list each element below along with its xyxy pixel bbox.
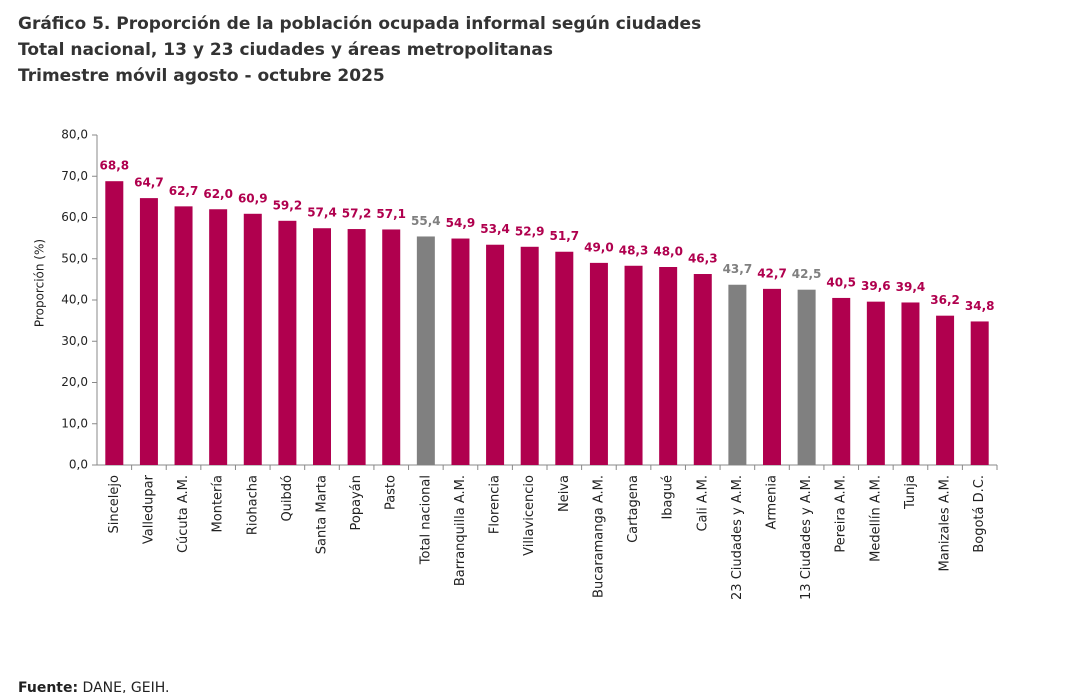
x-tick-label: Valledupar [141, 474, 156, 544]
bar [589, 262, 608, 465]
bar [797, 289, 816, 465]
source-label: Fuente: [18, 680, 78, 693]
value-label: 46,3 [688, 252, 718, 266]
chart-subtitle: Total nacional, 13 y 23 ciudades y áreas… [18, 40, 553, 60]
x-tick-label: Neiva [557, 475, 572, 512]
value-label: 60,9 [238, 191, 268, 205]
value-label: 48,3 [619, 243, 649, 257]
bar [278, 220, 297, 465]
x-tick-label: Montería [211, 475, 226, 532]
x-tick-label: Armenia [765, 475, 780, 530]
x-tick-label: Sincelejo [107, 475, 122, 533]
value-label: 51,7 [550, 229, 580, 243]
y-tick-label: 60,0 [61, 210, 88, 224]
x-tick-label: Popayán [349, 475, 364, 530]
value-label: 52,9 [515, 224, 545, 238]
bar [832, 297, 851, 465]
x-tick-label: Pasto [384, 475, 399, 510]
value-label: 54,9 [446, 216, 476, 230]
value-label: 53,4 [480, 222, 510, 236]
bar [105, 181, 124, 465]
bar [347, 229, 366, 465]
value-label: 57,1 [376, 207, 406, 221]
bar [866, 301, 885, 465]
y-tick-label: 40,0 [61, 293, 88, 307]
y-tick-label: 30,0 [61, 334, 88, 348]
x-tick-label: Cúcuta A.M. [176, 475, 191, 553]
bar [451, 238, 470, 465]
x-tick-label: Villavicencio [522, 475, 537, 556]
source: Fuente: DANE, GEIH. [18, 680, 169, 693]
bar [174, 206, 193, 466]
value-label: 62,7 [169, 184, 199, 198]
y-tick-label: 20,0 [61, 375, 88, 389]
value-label: 55,4 [411, 214, 441, 228]
value-label: 34,8 [965, 299, 995, 313]
value-label: 43,7 [723, 262, 753, 276]
bar [139, 198, 158, 466]
y-tick-label: 0,0 [69, 458, 88, 472]
chart-subtitle: Trimestre móvil agosto - octubre 2025 [18, 66, 385, 86]
bar [970, 321, 989, 465]
y-axis-label: Proporción (%) [33, 239, 47, 327]
source-text: DANE, GEIH. [83, 680, 170, 693]
y-tick-label: 70,0 [61, 169, 88, 183]
x-tick-label: Santa Marta [315, 475, 330, 554]
bar [728, 284, 747, 465]
y-tick-label: 10,0 [61, 416, 88, 430]
x-tick-label: Total nacional [418, 475, 433, 565]
value-label: 49,0 [584, 240, 614, 254]
x-tick-label: Medellín A.M. [868, 475, 883, 562]
x-tick-label: Quibdó [280, 475, 295, 522]
value-label: 57,2 [342, 207, 372, 221]
value-label: 40,5 [826, 275, 856, 289]
bar [763, 288, 781, 465]
value-label: 57,4 [307, 206, 337, 220]
x-tick-label: 23 Ciudades y A.M. [730, 475, 745, 600]
y-tick-label: 80,0 [61, 128, 88, 142]
bar [243, 213, 262, 465]
value-label: 39,6 [861, 279, 891, 293]
value-label: 39,4 [896, 280, 926, 294]
value-label: 36,2 [930, 293, 960, 307]
value-label: 68,8 [100, 159, 130, 173]
x-tick-label: Florencia [488, 475, 503, 534]
bar [382, 229, 401, 465]
y-tick-label: 50,0 [61, 251, 88, 265]
value-label: 42,7 [757, 266, 787, 280]
chart-title: Gráfico 5. Proporción de la población oc… [18, 14, 701, 34]
x-tick-label: Barranquilla A.M. [453, 475, 468, 586]
x-tick-label: Manizales A.M. [938, 475, 953, 571]
bar [520, 246, 539, 465]
bar [936, 315, 955, 465]
bar [693, 274, 712, 465]
value-label: 62,0 [203, 187, 233, 201]
x-tick-label: Bucaramanga A.M. [591, 475, 606, 598]
x-tick-label: Cartagena [626, 475, 641, 543]
value-label: 48,0 [653, 245, 683, 259]
bar [659, 267, 678, 465]
bar [486, 244, 505, 465]
bar [555, 251, 574, 465]
x-tick-label: Ibagué [661, 475, 676, 520]
bar [416, 236, 435, 465]
x-tick-label: Bogotá D.C. [972, 475, 987, 553]
bar [901, 302, 920, 465]
bar [624, 265, 643, 465]
x-tick-label: Riohacha [245, 475, 260, 535]
x-tick-label: 13 Ciudades y A.M. [799, 475, 814, 600]
x-tick-label: Cali A.M. [695, 475, 710, 532]
value-label: 64,7 [134, 176, 164, 190]
bar [313, 228, 331, 465]
value-label: 42,5 [792, 267, 822, 281]
value-label: 59,2 [273, 198, 303, 212]
x-tick-label: Pereira A.M. [834, 475, 849, 553]
x-tick-label: Tunja [903, 475, 918, 510]
bar [209, 209, 228, 465]
